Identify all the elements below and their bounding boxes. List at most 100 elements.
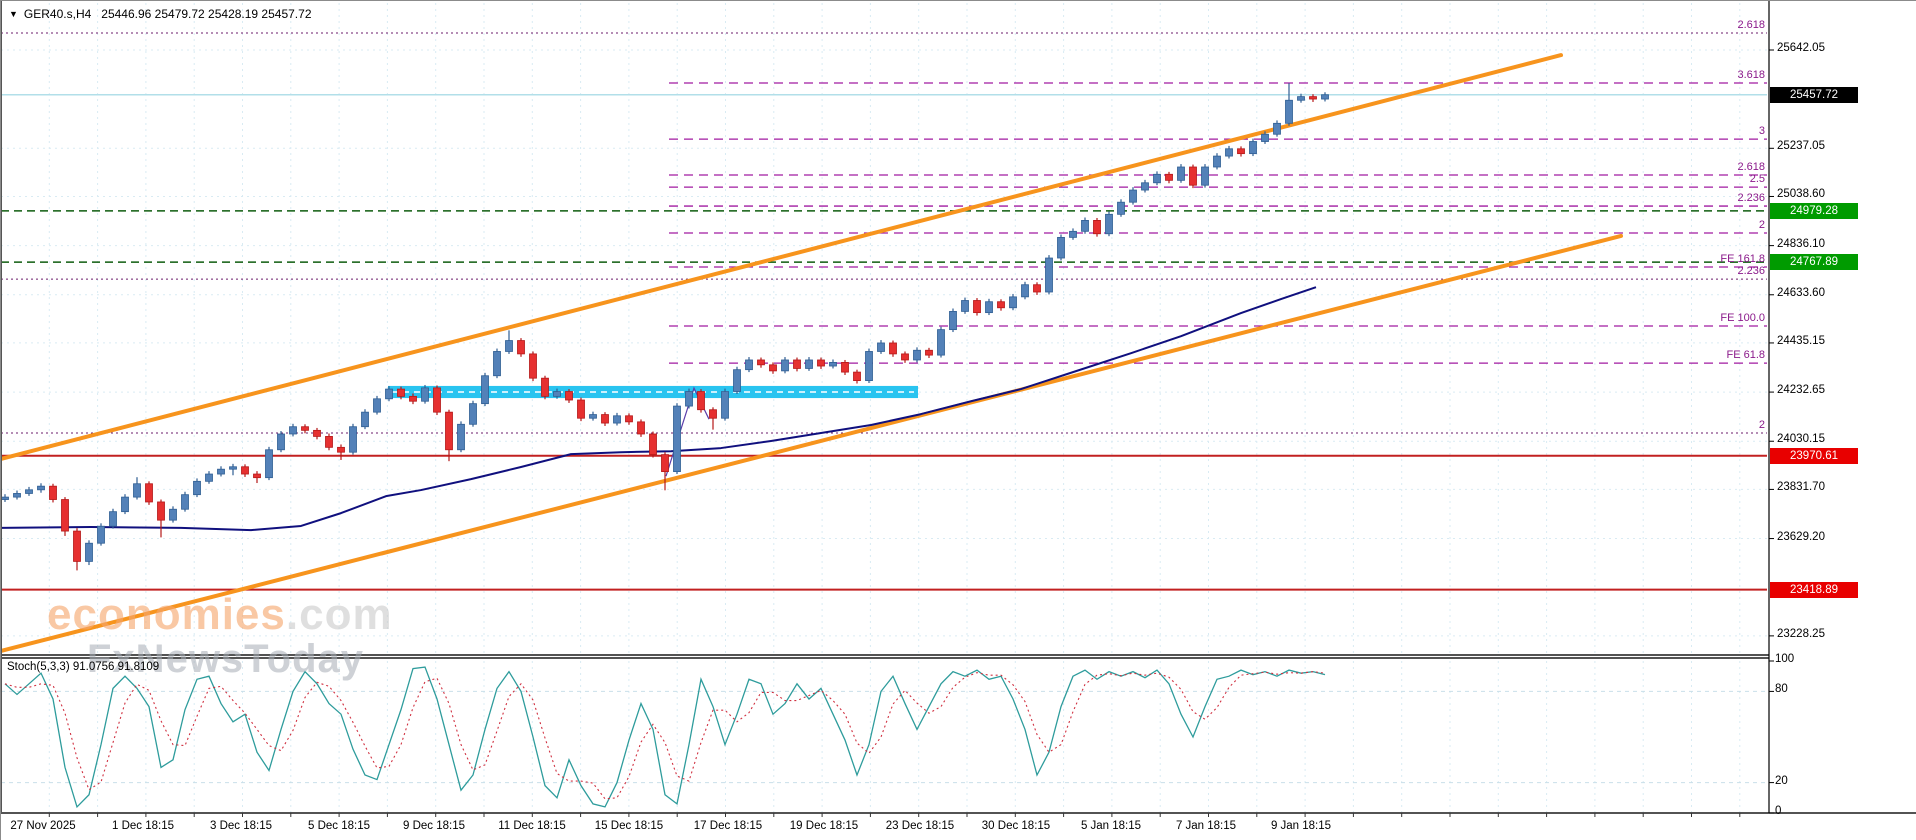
candle-body <box>949 311 957 331</box>
candle-body <box>673 405 681 473</box>
candle-body <box>145 483 153 503</box>
candle-body <box>973 300 981 314</box>
candle-body <box>1177 166 1185 181</box>
candle-body <box>637 421 645 435</box>
candle-body <box>217 468 225 475</box>
candle-body <box>1165 173 1173 181</box>
symbol-dropdown-icon[interactable]: ▼ <box>9 9 18 19</box>
candle-body <box>1273 122 1281 135</box>
trendline[interactable] <box>1 53 1563 461</box>
candle-body <box>1021 284 1029 298</box>
candle-body <box>805 359 813 369</box>
candle-body <box>529 353 537 379</box>
candle-body <box>985 301 993 314</box>
stochastic-indicator-label: Stoch(5,3,3) 91.0756 91.8109 <box>7 661 160 673</box>
candle-body <box>1045 257 1053 293</box>
candle-body <box>1105 213 1113 235</box>
candle-body <box>193 480 201 496</box>
candle-body <box>1009 296 1017 309</box>
candle-body <box>337 446 345 453</box>
candle-body <box>421 387 429 402</box>
candle-body <box>721 391 729 419</box>
candle-body <box>1261 133 1269 142</box>
candle-body <box>265 449 273 479</box>
candle-body <box>601 414 609 424</box>
candle-body <box>1057 236 1065 259</box>
candle-body <box>517 340 525 355</box>
candle-body <box>1321 94 1329 100</box>
candle-body <box>1309 96 1317 100</box>
support-band <box>388 385 918 399</box>
candle-body <box>541 377 549 397</box>
candle-body <box>865 351 873 381</box>
candle-body <box>253 473 261 479</box>
candle-body <box>373 398 381 413</box>
candle-body <box>13 493 21 498</box>
candle-body <box>1129 189 1137 203</box>
candle-body <box>577 399 585 419</box>
candle-body <box>469 403 477 425</box>
candle-body <box>997 301 1005 309</box>
candle-body <box>349 426 357 453</box>
candle-body <box>73 530 81 562</box>
candle-body <box>361 411 369 428</box>
candle-body <box>685 391 693 407</box>
candle-body <box>1201 166 1209 186</box>
candle-body <box>553 391 561 397</box>
candle-body <box>433 387 441 413</box>
candle-body <box>829 361 837 367</box>
candle-body <box>49 485 57 500</box>
candle-body <box>733 369 741 392</box>
candle-body <box>277 433 285 451</box>
candle-body <box>1069 230 1077 238</box>
candle-body <box>313 429 321 437</box>
moving-average-line <box>1 286 1317 532</box>
candle-body <box>1237 148 1245 155</box>
candle-body <box>205 473 213 482</box>
candle-body <box>1249 141 1257 155</box>
candle-body <box>1225 148 1233 157</box>
candle-body <box>793 359 801 369</box>
candle-body <box>1285 99 1293 124</box>
ohlc-quotes-label: 25446.96 25479.72 25428.19 25457.72 <box>101 7 312 21</box>
candle-body <box>661 454 669 473</box>
candle-body <box>121 496 129 513</box>
stoch-signal-line <box>4 671 1326 800</box>
candle-body <box>1 496 9 500</box>
candle-body <box>817 359 825 367</box>
candle-body <box>445 411 453 451</box>
candle-body <box>901 353 909 361</box>
candle-body <box>757 359 765 366</box>
candle-body <box>613 415 621 424</box>
candle-body <box>1093 220 1101 235</box>
candle-body <box>289 426 297 435</box>
candle-body <box>1297 96 1305 101</box>
candle-body <box>1153 173 1161 184</box>
candle-body <box>589 414 597 419</box>
candle-body <box>1081 220 1089 232</box>
candle-body <box>937 329 945 356</box>
candle-body <box>169 508 177 521</box>
candle-body <box>397 388 405 397</box>
candle-body <box>709 409 717 419</box>
candle-body <box>409 395 417 402</box>
candle-body <box>133 483 141 498</box>
candle-body <box>697 391 705 411</box>
candle-body <box>1117 201 1125 215</box>
candle-body <box>961 300 969 312</box>
candle-body <box>301 426 309 431</box>
candle-body <box>25 489 33 494</box>
candle-body <box>877 342 885 352</box>
candle-body <box>97 525 105 544</box>
candle-body <box>493 351 501 377</box>
trendline[interactable] <box>1 233 1623 653</box>
candle-body <box>889 342 897 355</box>
candle-body <box>241 466 249 475</box>
candle-body <box>565 391 573 401</box>
candle-body <box>37 485 45 491</box>
candle-body <box>1141 182 1149 191</box>
candle-body <box>457 423 465 451</box>
candle-body <box>505 340 513 352</box>
